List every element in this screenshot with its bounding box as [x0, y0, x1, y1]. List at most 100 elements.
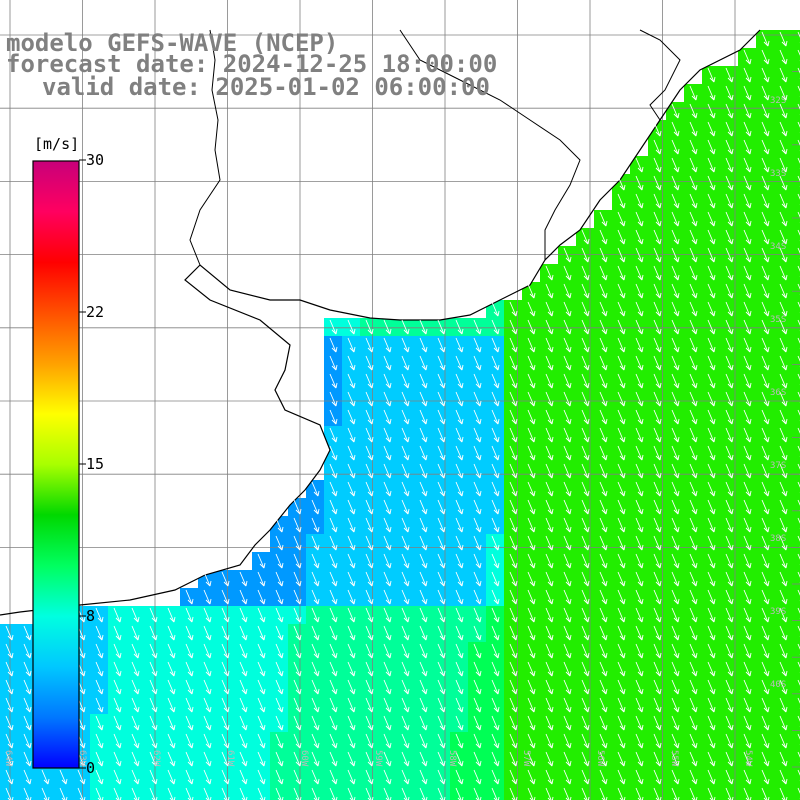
wind-arrow — [149, 625, 158, 641]
wind-cell — [792, 138, 800, 156]
wind-arrow — [689, 247, 698, 263]
wind-arrow — [743, 751, 752, 767]
wind-arrow — [329, 589, 338, 605]
wind-arrow — [347, 697, 356, 713]
wind-arrow — [509, 391, 518, 407]
wind-arrow — [23, 625, 32, 641]
wind-arrow — [671, 589, 680, 605]
wind-arrow — [563, 265, 572, 281]
wind-arrow — [689, 391, 698, 407]
wind-arrow — [311, 715, 320, 731]
wind-arrow — [725, 409, 734, 425]
wind-arrow — [671, 409, 680, 425]
wind-arrow — [689, 409, 698, 425]
wind-arrow — [293, 535, 302, 551]
wind-arrow — [437, 373, 446, 389]
wind-arrow — [527, 715, 536, 731]
wind-arrow — [743, 67, 752, 83]
wind-arrow — [743, 445, 752, 461]
wind-arrow — [743, 175, 752, 191]
wind-arrow — [725, 553, 734, 569]
wind-arrow — [779, 265, 788, 281]
lat-label: 37S — [770, 461, 786, 471]
wind-arrow — [509, 589, 518, 605]
lon-label: 57W — [521, 750, 531, 767]
wind-arrow — [779, 49, 788, 65]
wind-arrow — [743, 103, 752, 119]
wind-arrow — [383, 481, 392, 497]
wind-arrow — [599, 769, 608, 785]
wind-arrow — [275, 679, 284, 695]
wind-arrow — [635, 517, 644, 533]
wind-arrow — [779, 661, 788, 677]
wind-cell — [792, 426, 800, 444]
wind-arrow — [185, 733, 194, 749]
wind-arrow — [779, 445, 788, 461]
wind-arrow — [725, 211, 734, 227]
wind-arrow — [527, 535, 536, 551]
lat-label: 40S — [770, 680, 786, 690]
wind-arrow — [293, 769, 302, 785]
wind-arrow — [545, 715, 554, 731]
wind-arrow — [5, 643, 14, 659]
wind-arrow — [347, 733, 356, 749]
wind-arrow — [527, 301, 536, 317]
wind-arrow — [113, 697, 122, 713]
wind-arrow — [617, 337, 626, 353]
wind-arrow — [653, 679, 662, 695]
wind-arrow — [617, 715, 626, 731]
wind-arrow — [365, 697, 374, 713]
wind-cell — [720, 786, 738, 800]
wind-arrow — [797, 211, 800, 223]
wind-arrow — [671, 193, 680, 209]
wind-arrow — [689, 301, 698, 317]
wind-arrow — [527, 751, 536, 767]
wind-arrow — [599, 661, 608, 677]
wind-arrow — [473, 355, 482, 371]
wind-cell — [792, 732, 800, 750]
wind-cell — [792, 606, 800, 624]
wind-arrow — [779, 337, 788, 353]
lon-label: 61W — [225, 750, 235, 767]
wind-arrow — [383, 409, 392, 425]
wind-arrow — [653, 661, 662, 677]
wind-arrow — [707, 283, 716, 299]
wind-arrow — [599, 283, 608, 299]
wind-arrow — [653, 157, 662, 173]
wind-arrow — [329, 409, 338, 425]
lat-label: 39S — [770, 607, 786, 617]
wind-arrow — [365, 463, 374, 479]
wind-arrow — [419, 499, 428, 515]
wind-arrow — [779, 31, 788, 47]
colorbar-ticks: 30 22 15 8 0 — [79, 151, 104, 777]
wind-arrow — [23, 679, 32, 695]
wind-arrow — [563, 337, 572, 353]
wind-arrow — [563, 607, 572, 623]
wind-arrow — [257, 751, 266, 767]
wind-arrow — [293, 715, 302, 731]
wind-cell — [54, 786, 72, 800]
wind-arrow — [293, 589, 302, 605]
wind-arrow — [653, 355, 662, 371]
wind-arrow — [599, 337, 608, 353]
wind-arrow — [761, 139, 770, 155]
wind-arrow — [707, 211, 716, 227]
colorbar-unit: [m/s] — [34, 135, 79, 153]
wind-arrow — [437, 715, 446, 731]
wind-arrow — [347, 319, 356, 335]
wind-arrow — [689, 103, 698, 119]
wind-arrow — [455, 589, 464, 605]
wind-arrow — [203, 697, 212, 713]
wind-arrow — [563, 715, 572, 731]
wind-arrow — [311, 751, 320, 767]
wind-arrow — [509, 643, 518, 659]
wind-arrow — [707, 157, 716, 173]
wind-arrow — [311, 481, 320, 497]
wind-arrow — [419, 319, 428, 335]
wind-arrow — [725, 661, 734, 677]
wind-arrow — [725, 301, 734, 317]
wind-arrow — [545, 391, 554, 407]
wind-cell — [90, 786, 108, 800]
wind-arrow — [689, 625, 698, 641]
wind-arrow — [761, 103, 770, 119]
